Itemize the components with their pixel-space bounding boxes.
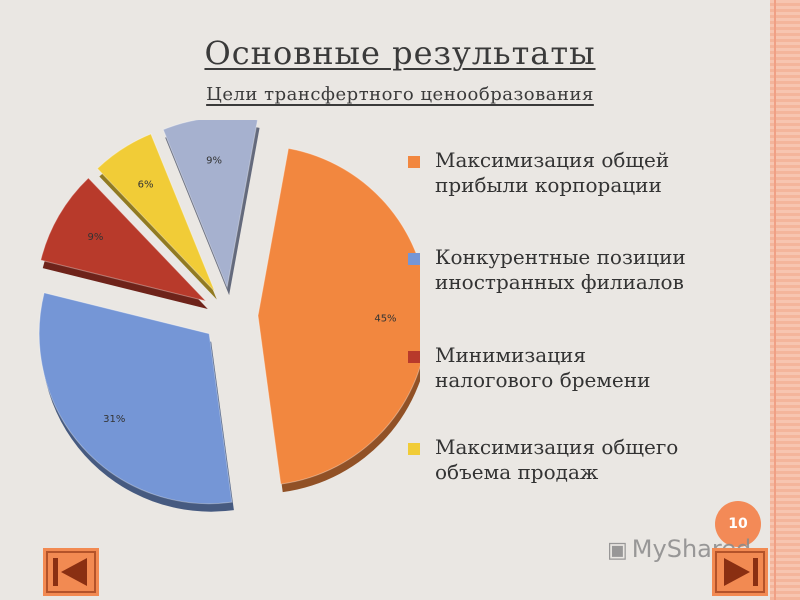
pie-data-label: 6% [138,179,154,190]
slide-title-text: Основные результаты [204,34,596,72]
legend-swatch [408,156,420,168]
pie-slice [38,292,233,505]
legend-swatch [408,253,420,265]
pie-chart: 45% 31% 9% 6% 9% [38,120,420,512]
next-slide-button[interactable] [712,548,768,596]
pie-data-label: 31% [103,414,125,425]
slide-subtitle-text: Цели трансфертного ценообразования [206,84,594,105]
monitor-icon: ▣ [607,538,628,563]
legend-label: Конкурентные позиции иностранных филиало… [435,245,686,294]
pie-slice [162,120,259,289]
pie-data-label: 9% [206,155,222,166]
legend-swatch [408,443,420,455]
pie-slice [257,147,420,485]
legend-swatch [408,351,420,363]
legend-label: Максимизация общей прибыли корпорации [435,148,670,197]
pie-slice [96,133,216,292]
prev-slide-icon [46,551,96,593]
slide-subtitle: Цели трансфертного ценообразования [0,84,800,105]
slide-title: Основные результаты [0,34,800,72]
pie-slice [40,177,208,302]
next-slide-icon [715,551,765,593]
legend-label: Максимизация общего объема продаж [435,435,679,484]
decorative-border [770,0,800,600]
pie-data-label: 9% [88,232,104,243]
prev-slide-button[interactable] [43,548,99,596]
page-number-badge: 10 [715,501,761,547]
pie-data-label: 45% [374,314,396,325]
legend-label: Минимизация налогового бремени [435,343,651,392]
